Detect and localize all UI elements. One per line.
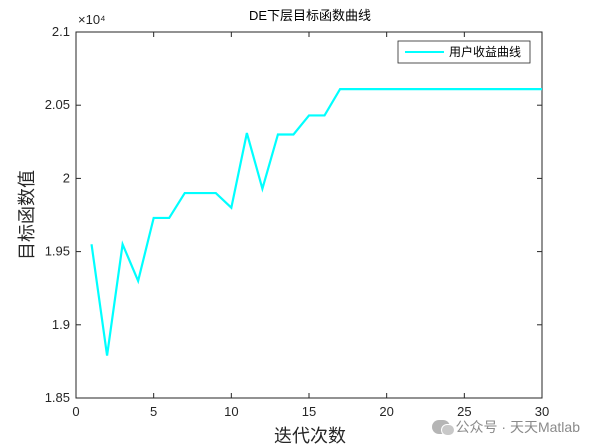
series-layer [90, 87, 542, 356]
y-tick-label: 2.05 [45, 97, 70, 112]
axis-ticks: 0 5 10 15 20 25 30 1.85 1.9 1.95 2 2.05 2.1 [45, 24, 550, 419]
plot-area [75, 31, 543, 399]
y-exponent-label: ×10⁴ [78, 12, 106, 27]
legend: 用户收益曲线 [397, 40, 531, 64]
watermark: 公众号 · 天天Matlab [431, 417, 580, 437]
y-tick-label: 1.85 [45, 390, 70, 405]
y-tick-label: 1.9 [52, 317, 70, 332]
chart-title: DE下层目标函数曲线 [249, 8, 371, 23]
x-tick-label: 0 [72, 404, 79, 419]
legend-entry: 用户收益曲线 [449, 44, 521, 59]
x-tick-label: 30 [535, 404, 549, 419]
y-tick-label: 2 [63, 170, 70, 185]
watermark-text: 公众号 · 天天Matlab [455, 419, 580, 435]
x-tick-label: 20 [379, 404, 393, 419]
y-tick-label: 2.1 [52, 24, 70, 39]
series-line [90, 87, 542, 356]
y-tick-label: 1.95 [45, 244, 70, 259]
x-tick-label: 25 [457, 404, 471, 419]
x-axis-label: 迭代次数 [274, 426, 346, 446]
x-tick-label: 15 [302, 404, 316, 419]
y-axis-label: 目标函数值 [17, 170, 37, 260]
wechat-icon [431, 420, 455, 436]
x-tick-label: 5 [150, 404, 157, 419]
x-tick-label: 10 [224, 404, 238, 419]
legend-box [397, 40, 531, 64]
